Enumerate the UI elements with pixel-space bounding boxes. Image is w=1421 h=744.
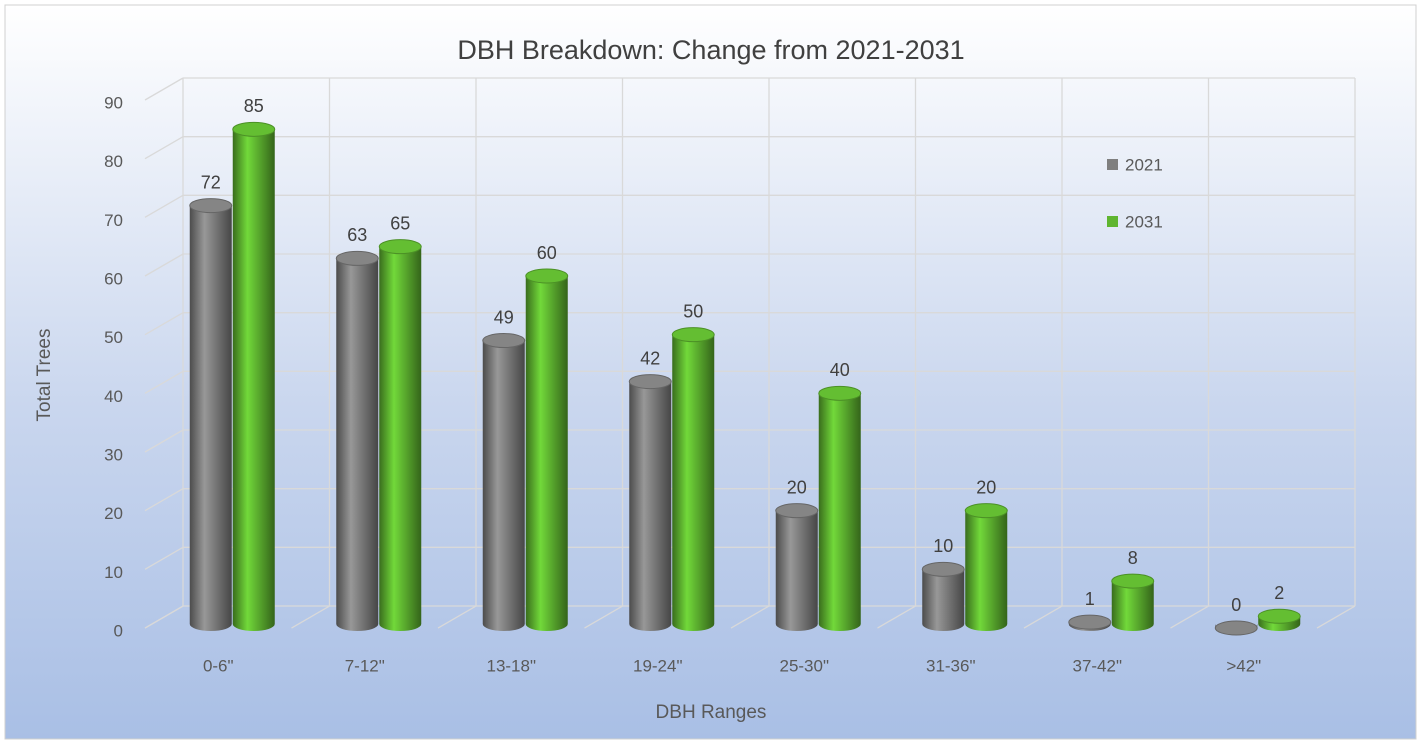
bar-top [921, 561, 965, 577]
x-axis-title: DBH Ranges [656, 702, 767, 723]
y-tick-label: 40 [104, 387, 123, 406]
bar-top [378, 239, 422, 255]
bar [525, 276, 568, 631]
bar-top [818, 385, 862, 401]
y-tick-label: 30 [104, 445, 123, 464]
grid-line [144, 253, 184, 277]
bar [629, 381, 672, 631]
floor-line [437, 605, 477, 629]
grid-line [144, 312, 184, 336]
x-tick-label: 25-30" [779, 656, 829, 675]
bar [1111, 581, 1154, 631]
data-label: 65 [390, 213, 410, 233]
bar [379, 246, 422, 631]
floor-line [144, 605, 184, 629]
data-label: 2 [1274, 583, 1284, 603]
bar [818, 393, 861, 631]
bar [189, 205, 232, 631]
bar [232, 129, 275, 632]
bar-top [1111, 573, 1155, 589]
legend-label: 2021 [1125, 155, 1163, 174]
floor-line [1023, 605, 1063, 629]
x-tick-label: 31-36" [926, 656, 976, 675]
bar-top [232, 121, 276, 137]
y-tick-label: 70 [104, 211, 123, 230]
grid-line [144, 77, 184, 101]
bar-top [1214, 620, 1258, 636]
bar [922, 569, 965, 631]
bar [672, 334, 715, 631]
bar-top [335, 250, 379, 266]
x-tick-label: 37-42" [1072, 656, 1122, 675]
bar [775, 510, 818, 631]
data-label: 49 [494, 307, 514, 327]
legend-swatch [1107, 216, 1118, 227]
legend-swatch [1107, 159, 1118, 170]
grid-line [144, 429, 184, 453]
floor-line [1316, 605, 1356, 629]
data-label: 72 [201, 172, 221, 192]
data-label: 20 [976, 477, 996, 497]
grid-line [144, 136, 184, 160]
data-label: 1 [1085, 589, 1095, 609]
bar-top [775, 503, 819, 519]
x-tick-label: 13-18" [486, 656, 536, 675]
floor-line [877, 605, 916, 629]
bar-top [1068, 614, 1112, 630]
data-label: 63 [347, 225, 367, 245]
data-label: 40 [830, 360, 850, 380]
y-tick-label: 20 [104, 504, 123, 523]
bar-top [482, 333, 526, 349]
data-label: 60 [537, 243, 557, 263]
x-tick-label: 0-6" [203, 656, 234, 675]
bar-top [525, 268, 569, 284]
bar [1068, 622, 1111, 631]
floor-line [291, 605, 330, 629]
data-label: 8 [1128, 548, 1138, 568]
y-tick-label: 80 [104, 152, 123, 171]
bar [336, 258, 379, 631]
data-label: 50 [683, 301, 703, 321]
data-label: 85 [244, 96, 264, 116]
grid-line [144, 194, 184, 218]
floor-line [584, 605, 623, 629]
bar [965, 510, 1008, 631]
y-tick-label: 0 [114, 621, 123, 640]
bar-top [189, 198, 233, 214]
bar-top [1257, 608, 1301, 624]
y-tick-label: 90 [104, 93, 123, 112]
data-label: 20 [787, 477, 807, 497]
data-label: 0 [1231, 595, 1241, 615]
data-label: 10 [933, 536, 953, 556]
chart-title: DBH Breakdown: Change from 2021-2031 [457, 35, 964, 65]
legend-label: 2031 [1125, 212, 1163, 231]
grid-line [144, 370, 184, 394]
y-tick-label: 60 [104, 269, 123, 288]
y-tick-label: 10 [104, 563, 123, 582]
grid-line [144, 546, 184, 570]
y-tick-label: 50 [104, 328, 123, 347]
x-tick-label: 19-24" [633, 656, 683, 675]
bar-top [671, 327, 715, 343]
x-tick-label: 7-12" [345, 656, 385, 675]
grid-line [144, 488, 184, 512]
bar-top [964, 503, 1008, 519]
x-tick-label: >42" [1226, 656, 1261, 675]
bar [482, 340, 525, 631]
bar-top [628, 374, 672, 390]
data-label: 42 [640, 348, 660, 368]
y-axis-title: Total Trees [34, 329, 55, 422]
floor-line [1170, 605, 1209, 629]
floor-line [730, 605, 770, 629]
